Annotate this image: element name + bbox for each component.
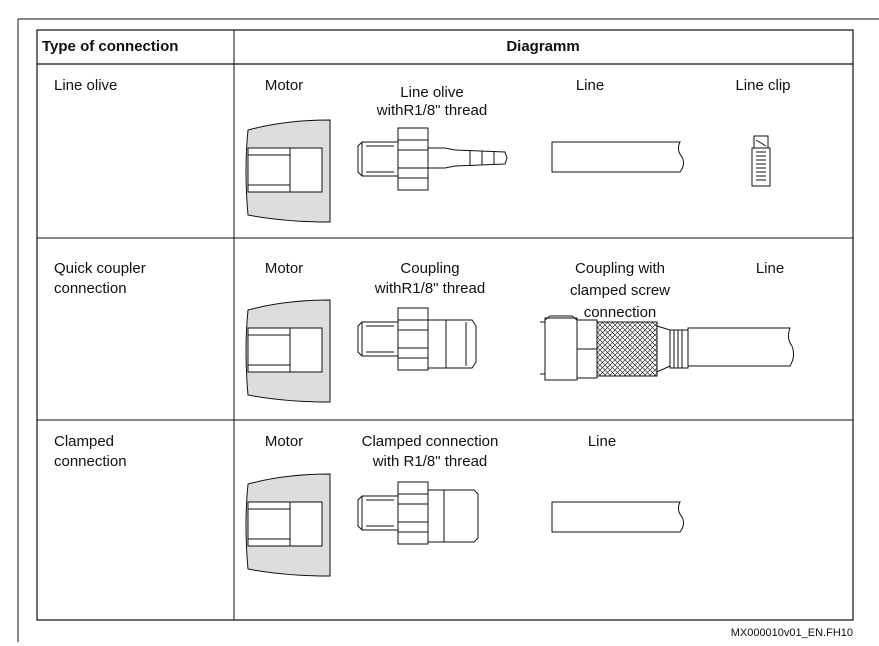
table: Type of connection Diagramm bbox=[36, 29, 854, 621]
motor-drawing bbox=[245, 473, 331, 577]
type-label: Clamped bbox=[54, 433, 114, 450]
line-drawing bbox=[551, 141, 685, 173]
type-label: Quick coupler bbox=[54, 260, 146, 277]
figure-code: MX000010v01_EN.FH10 bbox=[731, 627, 853, 639]
part-label: Line olive bbox=[400, 84, 463, 101]
header-cell: Diagramm bbox=[506, 38, 579, 55]
motor-drawing bbox=[245, 119, 331, 223]
part-label: Coupling with bbox=[575, 260, 665, 277]
line-drawing bbox=[551, 501, 685, 533]
part-label: Motor bbox=[265, 77, 303, 94]
type-label: Line olive bbox=[54, 77, 117, 94]
part-label: Line bbox=[576, 77, 604, 94]
part-label: Motor bbox=[265, 260, 303, 277]
type-label: connection bbox=[54, 453, 127, 470]
fitting-drawing bbox=[357, 481, 429, 545]
header-cell: Type of connection bbox=[42, 38, 178, 55]
fitting-drawing bbox=[357, 307, 429, 371]
part-label: with R1/8" thread bbox=[372, 453, 488, 470]
fitting-drawing bbox=[357, 127, 429, 191]
coupling-drawing bbox=[427, 319, 477, 369]
part-label: Line clip bbox=[735, 77, 790, 94]
part-label: connection bbox=[584, 304, 657, 321]
row: Clamped connection Motor Clamped connect… bbox=[54, 433, 685, 577]
part-label: Coupling bbox=[400, 260, 459, 277]
clamp-drawing bbox=[427, 489, 479, 543]
part-label: Line bbox=[756, 260, 784, 277]
clamped-coupling-drawing bbox=[540, 315, 795, 381]
part-label: withR1/8" thread bbox=[376, 102, 487, 119]
part-label: clamped screw bbox=[570, 282, 670, 299]
row: Line olive Motor Line olive withR1/8" th… bbox=[54, 77, 791, 223]
part-label: Line bbox=[588, 433, 616, 450]
part-label: Motor bbox=[265, 433, 303, 450]
olive-drawing bbox=[427, 147, 508, 169]
type-label: connection bbox=[54, 280, 127, 297]
row: Quick coupler connection Motor Coupling … bbox=[54, 260, 795, 403]
clip-drawing bbox=[751, 135, 771, 187]
part-label: Clamped connection bbox=[362, 433, 499, 450]
motor-drawing bbox=[245, 299, 331, 403]
part-label: withR1/8" thread bbox=[374, 280, 485, 297]
